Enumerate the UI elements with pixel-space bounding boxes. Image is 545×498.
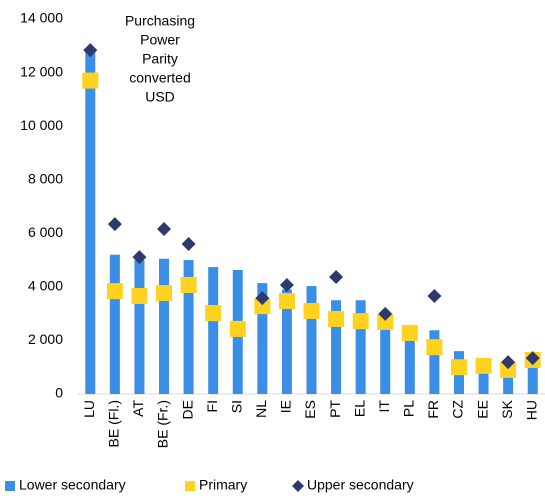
- x-tick-label: DE: [179, 400, 195, 419]
- primary-marker: [82, 72, 99, 89]
- x-tick-label: HU: [523, 400, 539, 420]
- upper-marker: [255, 291, 270, 306]
- primary-marker: [377, 313, 394, 330]
- x-tick-label: PL: [401, 400, 417, 417]
- y-tick-label: 12 000: [20, 63, 63, 79]
- x-tick-label: NL: [253, 400, 269, 418]
- upper-marker: [329, 269, 344, 284]
- x-tick-label: EE: [474, 400, 490, 419]
- x-tick-label: CZ: [450, 400, 466, 419]
- bar: [429, 330, 440, 394]
- upper-marker: [157, 222, 172, 236]
- bar: [159, 258, 170, 394]
- primary-marker: [131, 287, 148, 304]
- y-tick-label: 2 000: [28, 331, 63, 347]
- primary-marker: [303, 302, 320, 319]
- bar: [183, 260, 194, 394]
- x-tick-label: SK: [499, 399, 515, 418]
- x-tick-label: EL: [351, 400, 367, 417]
- primary-marker: [450, 359, 467, 376]
- annotation: Parity: [142, 51, 178, 67]
- legend-label: Primary: [199, 477, 247, 493]
- x-tick-label: IT: [376, 400, 392, 413]
- legend-label: Upper secondary: [307, 477, 414, 493]
- bar: [331, 300, 342, 394]
- legend-swatch: [185, 481, 195, 491]
- primary-marker: [156, 285, 173, 302]
- primary-marker: [500, 361, 517, 378]
- primary-marker: [328, 311, 345, 327]
- y-tick-label: 14 000: [20, 10, 63, 26]
- bar: [257, 283, 268, 394]
- annotation: converted: [129, 70, 190, 86]
- x-tick-label: FR: [425, 400, 441, 419]
- upper-marker: [107, 217, 122, 232]
- x-tick-label: SI: [228, 400, 244, 413]
- primary-marker: [229, 320, 246, 337]
- x-tick-label: LU: [81, 400, 97, 418]
- x-tick-label: IE: [278, 400, 294, 413]
- primary-marker: [401, 324, 418, 341]
- y-tick-label: 10 000: [20, 117, 63, 133]
- bar: [208, 267, 219, 394]
- primary-marker: [205, 305, 222, 322]
- upper-marker: [132, 250, 147, 265]
- y-tick-label: 6 000: [28, 224, 63, 240]
- bar: [380, 319, 391, 394]
- bar: [134, 260, 145, 394]
- y-tick-label: 8 000: [28, 170, 63, 186]
- bar: [109, 254, 120, 394]
- upper-marker: [279, 277, 294, 292]
- y-tick-label: 4 000: [28, 278, 63, 294]
- bar: [355, 300, 366, 394]
- bar: [306, 286, 317, 394]
- primary-marker: [106, 283, 123, 300]
- legend-label: Lower secondary: [19, 477, 126, 493]
- upper-marker: [83, 43, 98, 58]
- x-tick-label: AT: [130, 400, 146, 417]
- x-tick-label: BE (Fl.): [106, 400, 122, 447]
- primary-marker: [426, 339, 443, 356]
- legend-swatch: [292, 480, 304, 492]
- bar: [281, 289, 292, 394]
- bar: [85, 51, 96, 395]
- upper-marker: [501, 355, 516, 370]
- upper-marker: [427, 288, 442, 303]
- primary-marker: [254, 298, 271, 315]
- legend-swatch: [5, 481, 15, 491]
- bar: [404, 332, 415, 394]
- upper-marker: [181, 237, 196, 251]
- primary-marker: [352, 313, 369, 330]
- x-tick-label: FI: [204, 400, 220, 412]
- x-tick-label: PT: [327, 400, 343, 418]
- upper-marker: [525, 351, 540, 366]
- upper-marker: [378, 306, 393, 321]
- bar: [478, 365, 489, 394]
- primary-marker: [475, 357, 492, 374]
- x-tick-label: BE (Fr.): [155, 400, 171, 448]
- y-tick-label: 0: [55, 385, 63, 401]
- primary-marker: [278, 293, 295, 310]
- bar: [503, 369, 514, 394]
- bar: [527, 356, 538, 394]
- annotation: Power: [140, 32, 180, 48]
- x-tick-label: ES: [302, 400, 318, 419]
- primary-marker: [180, 276, 197, 293]
- annotation: Purchasing: [125, 13, 195, 29]
- annotation: USD: [145, 89, 175, 105]
